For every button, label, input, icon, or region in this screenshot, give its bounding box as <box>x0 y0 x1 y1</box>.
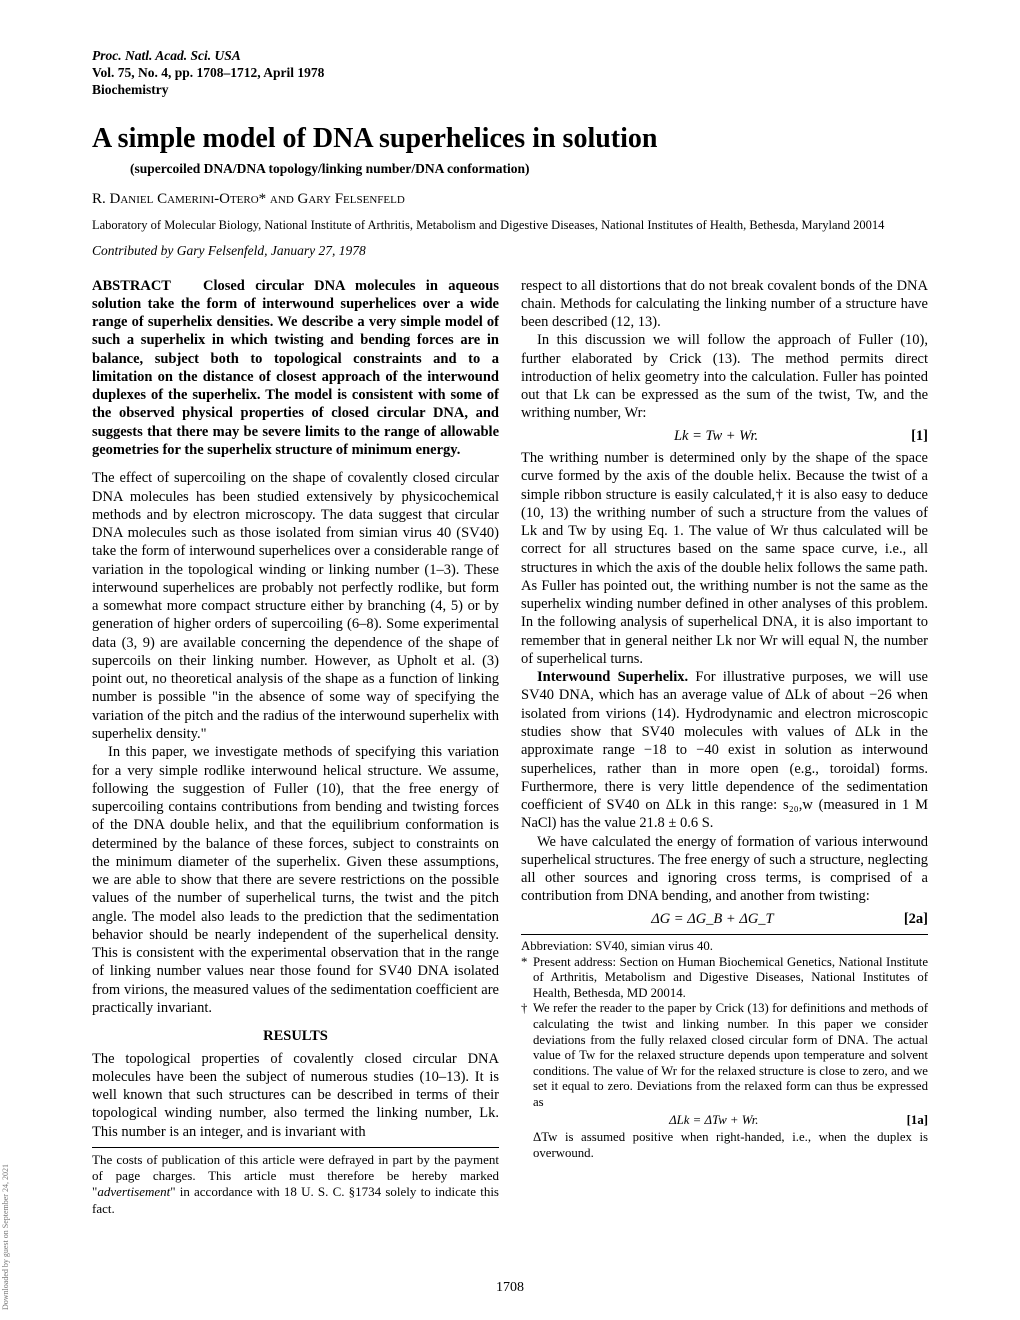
footnote-dagger-cont-text: ΔTw is assumed positive when right-hande… <box>533 1130 928 1161</box>
right-footnote-rule <box>521 934 928 935</box>
right-footnotes: Abbreviation: SV40, simian virus 40. * P… <box>521 939 928 1162</box>
authors: R. Daniel Camerini-Otero* and Gary Felse… <box>92 191 928 208</box>
article-subtitle: (supercoiled DNA/DNA topology/linking nu… <box>92 161 928 177</box>
star-marker: * <box>521 955 533 1002</box>
right-para-1: respect to all distortions that do not b… <box>521 277 928 332</box>
abbreviation-line: Abbreviation: SV40, simian virus 40. <box>521 939 928 955</box>
contributed-line: Contributed by Gary Felsenfeld, January … <box>92 243 928 259</box>
footnote-dagger-cont: ΔTw is assumed positive when right-hande… <box>521 1130 928 1161</box>
equation-1: Lk = Tw + Wr. [1] <box>521 427 928 445</box>
footnote-star: * Present address: Section on Human Bioc… <box>521 955 928 1002</box>
page-number: 1708 <box>0 1280 1020 1296</box>
equation-2a-number: [2a] <box>904 910 928 928</box>
two-column-body: ABSTRACTClosed circular DNA molecules in… <box>92 277 928 1217</box>
section-name: Biochemistry <box>92 82 928 99</box>
footnote-rule <box>92 1147 499 1148</box>
right-para-3: The writhing number is determined only b… <box>521 449 928 668</box>
equation-1-expr: Lk = Tw + Wr. <box>521 427 911 445</box>
footnote-dagger: † We refer the reader to the paper by Cr… <box>521 1001 928 1110</box>
page-charge-footnote: The costs of publication of this article… <box>92 1152 499 1217</box>
right-para-4: Interwound Superhelix. For illustrative … <box>521 668 928 832</box>
equation-1a-expr: ΔLk = ΔTw + Wr. <box>521 1113 907 1129</box>
equation-1a: ΔLk = ΔTw + Wr. [1a] <box>521 1113 928 1129</box>
equation-1-number: [1] <box>911 427 928 445</box>
header-block: Proc. Natl. Acad. Sci. USA Vol. 75, No. … <box>92 48 928 99</box>
abstract: ABSTRACTClosed circular DNA molecules in… <box>92 277 499 460</box>
page: Proc. Natl. Acad. Sci. USA Vol. 75, No. … <box>0 0 1020 1320</box>
footnote-advertisement: advertisement <box>97 1184 170 1199</box>
results-heading: RESULTS <box>92 1027 499 1045</box>
affiliation: Laboratory of Molecular Biology, Nationa… <box>92 218 928 233</box>
right-para-2: In this discussion we will follow the ap… <box>521 331 928 422</box>
interwound-heading: Interwound Superhelix. <box>537 669 688 685</box>
footnote-dagger-text: We refer the reader to the paper by Cric… <box>533 1001 928 1110</box>
equation-1a-number: [1a] <box>907 1113 928 1129</box>
abstract-label: ABSTRACT <box>92 278 171 294</box>
intro-para-1: The effect of supercoiling on the shape … <box>92 469 499 743</box>
left-column: ABSTRACTClosed circular DNA molecules in… <box>92 277 499 1217</box>
volume-info: Vol. 75, No. 4, pp. 1708–1712, April 197… <box>92 65 928 82</box>
right-para-5: We have calculated the energy of formati… <box>521 833 928 906</box>
journal-name: Proc. Natl. Acad. Sci. USA <box>92 48 928 65</box>
download-watermark: Downloaded by guest on September 24, 202… <box>1 1164 10 1310</box>
interwound-body: For illustrative purposes, we will use S… <box>521 669 928 831</box>
equation-2a-expr: ΔG = ΔG_B + ΔG_T <box>521 910 904 928</box>
equation-2a: ΔG = ΔG_B + ΔG_T [2a] <box>521 910 928 928</box>
right-column: respect to all distortions that do not b… <box>521 277 928 1217</box>
intro-para-2: In this paper, we investigate methods of… <box>92 743 499 1017</box>
dagger-marker: † <box>521 1001 533 1110</box>
footnote-star-text: Present address: Section on Human Bioche… <box>533 955 928 1002</box>
abstract-text: Closed circular DNA molecules in aqueous… <box>92 278 499 458</box>
article-title: A simple model of DNA superhelices in so… <box>92 123 928 155</box>
results-para-1: The topological properties of covalently… <box>92 1050 499 1141</box>
